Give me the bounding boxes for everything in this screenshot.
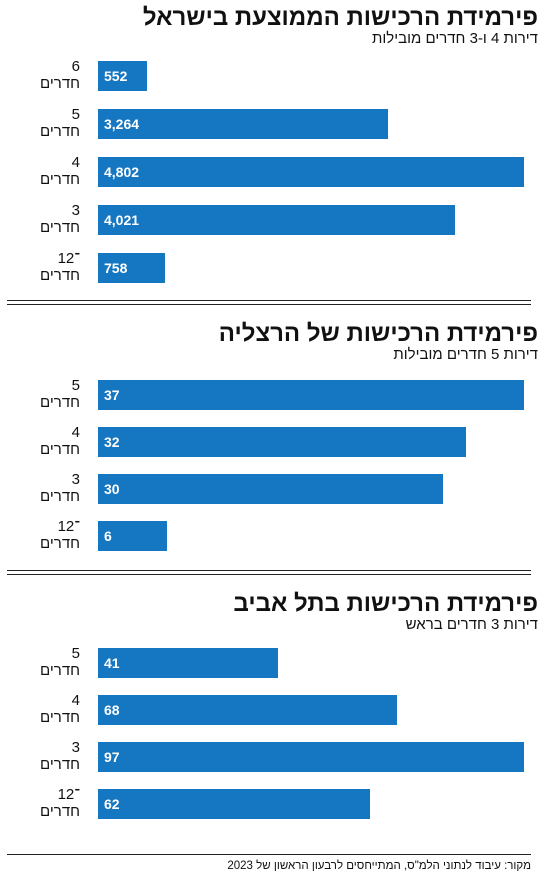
bar-row: 3 חדרים 30: [0, 471, 550, 505]
category-label: 4 חדרים: [10, 424, 80, 458]
bar-row: 6 חדרים 552: [0, 58, 550, 92]
category-room-count: 1־2: [57, 786, 80, 803]
category-room-count: 1־2: [57, 250, 80, 267]
category-label: 1־2 חדרים: [10, 518, 80, 552]
bar-row: 1־2 חדרים 758: [0, 250, 550, 284]
bar-value-label: 37: [104, 387, 120, 403]
category-unit: חדרים: [40, 219, 80, 236]
bar: [98, 109, 388, 139]
bar-row: 4 חדרים 4,802: [0, 154, 550, 188]
bar: [98, 427, 466, 457]
section-divider: [7, 300, 531, 305]
bar-value-label: 552: [104, 68, 128, 84]
chart-title: פירמידת הרכישות הממוצעת בישראל: [142, 4, 538, 31]
category-room-count: 6: [71, 58, 80, 75]
bar-row: 5 חדרים 37: [0, 377, 550, 411]
bar: [98, 380, 524, 410]
bar: [98, 157, 524, 187]
category-unit: חדרים: [40, 803, 80, 820]
category-unit: חדרים: [40, 267, 80, 284]
category-room-count: 5: [71, 645, 80, 662]
category-room-count: 5: [71, 377, 80, 394]
category-label: 3 חדרים: [10, 202, 80, 236]
bar-value-label: 30: [104, 481, 120, 497]
bar: [98, 742, 524, 772]
bar-value-label: 4,021: [104, 212, 140, 228]
category-room-count: 3: [71, 739, 80, 756]
category-label: 5 חדרים: [10, 645, 80, 679]
category-room-count: 4: [71, 692, 80, 709]
chart-subtitle: דירות 3 חדרים בראש: [405, 616, 538, 633]
bar-row: 4 חדרים 68: [0, 692, 550, 726]
category-unit: חדרים: [40, 75, 80, 92]
source-note: מקור: עיבוד לנתוני הלמ"ס, המתייחסים לרבע…: [7, 854, 531, 872]
bar-value-label: 97: [104, 749, 120, 765]
bar: [98, 253, 165, 283]
category-room-count: 3: [71, 202, 80, 219]
bar-row: 1־2 חדרים 62: [0, 786, 550, 820]
bar-value-label: 4,802: [104, 164, 140, 180]
bar: [98, 789, 370, 819]
bar: [98, 695, 397, 725]
bar: [98, 648, 278, 678]
category-label: 1־2 חדרים: [10, 250, 80, 284]
category-room-count: 4: [71, 424, 80, 441]
category-unit: חדרים: [40, 123, 80, 140]
category-label: 5 חדרים: [10, 106, 80, 140]
chart-title: פירמידת הרכישות בתל אביב: [233, 590, 539, 617]
bar: [98, 521, 167, 551]
category-unit: חדרים: [40, 709, 80, 726]
bar-row: 3 חדרים 97: [0, 739, 550, 773]
category-label: 6 חדרים: [10, 58, 80, 92]
bar-value-label: 3,264: [104, 116, 140, 132]
category-unit: חדרים: [40, 662, 80, 679]
category-room-count: 4: [71, 154, 80, 171]
bar-row: 5 חדרים 41: [0, 645, 550, 679]
bar-row: 4 חדרים 32: [0, 424, 550, 458]
bar-value-label: 68: [104, 702, 120, 718]
category-label: 3 חדרים: [10, 471, 80, 505]
bar: [98, 205, 455, 235]
category-room-count: 5: [71, 106, 80, 123]
category-unit: חדרים: [40, 394, 80, 411]
category-unit: חדרים: [40, 488, 80, 505]
category-label: 4 חדרים: [10, 692, 80, 726]
bar: [98, 474, 443, 504]
category-unit: חדרים: [40, 756, 80, 773]
category-label: 1־2 חדרים: [10, 786, 80, 820]
chart-title: פירמידת הרכישות של הרצליה: [218, 320, 538, 347]
category-unit: חדרים: [40, 441, 80, 458]
chart-subtitle: דירות 4 ו-3 חדרים מובילות: [372, 30, 538, 47]
chart-subtitle: דירות 5 חדרים מובילות: [393, 346, 538, 363]
category-label: 5 חדרים: [10, 377, 80, 411]
bar-row: 1־2 חדרים 6: [0, 518, 550, 552]
bar-value-label: 41: [104, 655, 120, 671]
category-label: 4 חדרים: [10, 154, 80, 188]
bar: [98, 61, 147, 91]
category-label: 3 חדרים: [10, 739, 80, 773]
bar-value-label: 758: [104, 260, 128, 276]
bar-value-label: 62: [104, 796, 120, 812]
category-unit: חדרים: [40, 535, 80, 552]
bar-value-label: 32: [104, 434, 120, 450]
category-room-count: 1־2: [57, 518, 80, 535]
bar-row: 5 חדרים 3,264: [0, 106, 550, 140]
bar-row: 3 חדרים 4,021: [0, 202, 550, 236]
section-divider: [7, 570, 531, 575]
bar-value-label: 6: [104, 528, 112, 544]
category-room-count: 3: [71, 471, 80, 488]
category-unit: חדרים: [40, 171, 80, 188]
